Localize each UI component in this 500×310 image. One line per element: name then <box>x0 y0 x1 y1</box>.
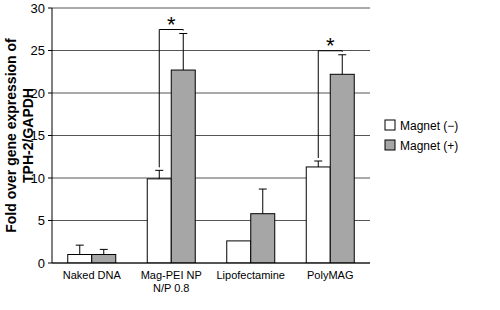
label-line: Mag-PEI NP <box>141 269 202 281</box>
label-line: TPH-2/GAPDH <box>20 88 36 183</box>
y-tick-label: 5 <box>38 213 45 228</box>
x-axis <box>52 263 370 264</box>
y-tick-label: 25 <box>31 43 45 58</box>
significance-bracket <box>318 51 342 158</box>
bar <box>227 241 251 263</box>
label-line: N/P 0.8 <box>153 282 190 294</box>
bar <box>92 255 116 264</box>
legend-swatch <box>385 140 395 150</box>
grid-line <box>52 135 370 136</box>
annotation: * <box>167 12 176 37</box>
error-bar <box>76 245 84 254</box>
grid-line <box>52 93 370 94</box>
bar <box>330 74 354 263</box>
y-tick <box>48 93 52 94</box>
x-tick-label: Mag-PEI NPN/P 0.8 <box>141 269 202 294</box>
chart: 051015202530Naked DNAMag-PEI NPN/P 0.8Li… <box>0 0 500 310</box>
bars <box>68 34 355 264</box>
legend-label: Magnet (−) <box>400 119 458 133</box>
grid-line <box>52 263 370 264</box>
grid-line <box>52 8 370 9</box>
y-tick-label: 0 <box>38 256 45 271</box>
legend-swatch <box>385 120 395 130</box>
bar <box>306 167 330 263</box>
legend-label: Magnet (+) <box>400 139 458 153</box>
y-tick <box>48 263 52 264</box>
error-bar <box>155 170 163 179</box>
error-bar <box>314 161 322 167</box>
x-tick-label: PolyMAG <box>307 269 353 281</box>
error-bar <box>179 34 187 71</box>
error-bar <box>338 55 346 75</box>
y-tick <box>48 220 52 221</box>
bar <box>147 179 171 263</box>
x-tick-label: Lipofectamine <box>217 269 286 281</box>
error-bar <box>100 249 108 254</box>
label-line: Naked DNA <box>63 269 122 281</box>
y-tick-label: 30 <box>31 1 45 16</box>
annotation: * <box>326 33 335 58</box>
bar <box>251 214 275 263</box>
y-tick <box>48 178 52 179</box>
y-axis <box>52 8 53 263</box>
y-tick <box>48 8 52 9</box>
label-line: Fold over gene expression of <box>3 38 19 233</box>
error-bar <box>259 189 267 214</box>
bar <box>171 70 195 263</box>
y-tick <box>48 135 52 136</box>
x-tick-label: Naked DNA <box>63 269 122 281</box>
label-line: PolyMAG <box>307 269 353 281</box>
bar <box>68 255 92 264</box>
y-axis-label: Fold over gene expression ofTPH-2/GAPDH <box>3 38 36 233</box>
label-line: Lipofectamine <box>217 269 286 281</box>
y-tick <box>48 50 52 51</box>
significance-bracket <box>159 30 183 168</box>
